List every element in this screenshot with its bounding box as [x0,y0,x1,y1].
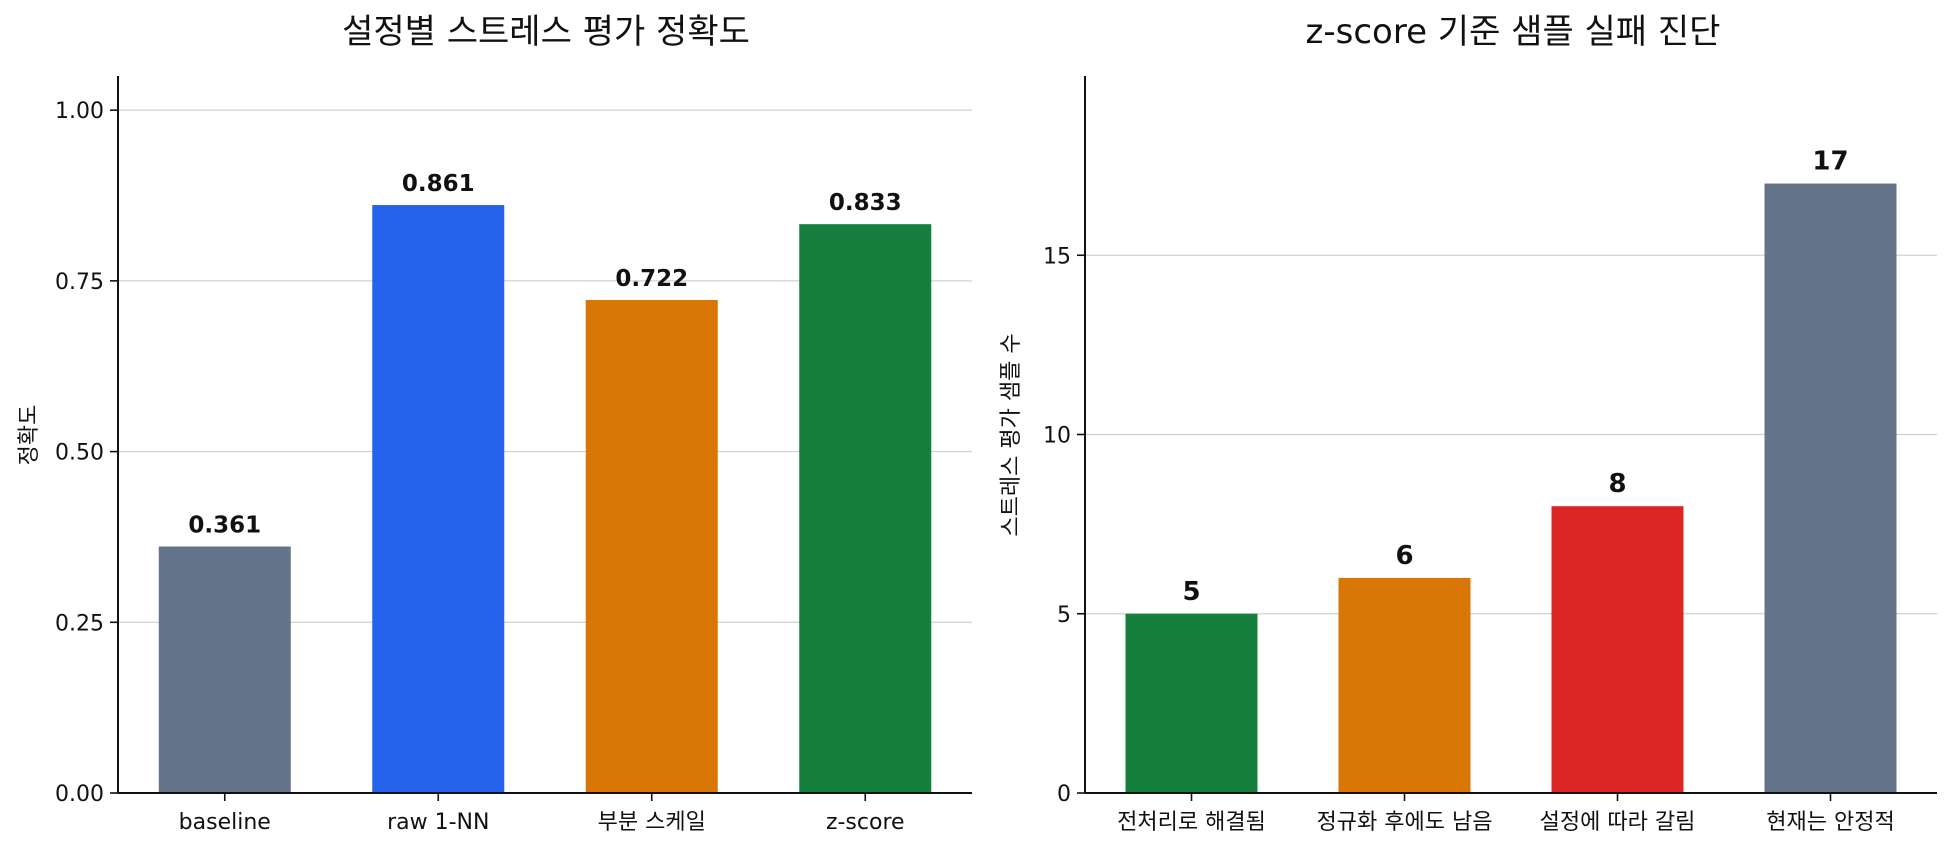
bar [585,299,718,793]
bar [1551,506,1684,793]
bar [1338,577,1471,793]
y-tick-label: 15 [1043,244,1071,269]
x-tick-label: 정규화 후에도 남음 [1317,810,1493,835]
accuracy-chart: 설정별 스트레스 평가 정확도 정확도 0.361 0.861 0.722 0.833… [17,12,972,835]
y-tick-label: 0.50 [55,441,104,466]
y-tick-label: 0.75 [55,270,104,295]
y-tick-label: 0 [1057,782,1071,807]
data-label: 8 [1608,469,1626,499]
x-tick-label: 현재는 안정적 [1766,810,1894,835]
failure-diagnosis-chart: z-score 기준 샘플 실패 진단 스트레스 평가 샘플 수 5 6 8 17 0… [999,12,1937,835]
data-label: 17 [1812,147,1848,177]
x-tick-label: 설정에 따라 갈림 [1540,810,1696,835]
x-tick-label: 전처리로 해결됨 [1117,810,1266,835]
data-label: 0.861 [402,171,475,197]
data-label: 6 [1395,541,1413,571]
bar [799,224,932,793]
y-axis-label: 스트레스 평가 샘플 수 [999,333,1024,536]
chart-title: 설정별 스트레스 평가 정확도 [342,12,750,52]
y-tick-label: 0.00 [55,782,104,807]
bar [372,205,505,793]
x-tick-label: z-score [826,810,905,835]
bar [1125,613,1258,793]
x-tick-label: raw 1-NN [387,810,489,835]
chart-title: z-score 기준 샘플 실패 진단 [1306,12,1721,52]
y-tick-label: 0.25 [55,611,104,636]
y-tick-label: 1.00 [55,99,104,124]
data-label: 0.722 [615,266,688,292]
bar [1764,183,1897,794]
data-label: 0.361 [188,512,261,538]
data-label: 0.833 [829,190,902,216]
data-label: 5 [1182,577,1200,607]
y-tick-label: 10 [1043,424,1071,449]
x-tick-label: baseline [179,810,271,835]
bar [158,546,291,793]
y-axis-label: 정확도 [17,405,42,466]
x-tick-label: 부분 스케일 [598,810,706,835]
y-tick-label: 5 [1057,603,1071,628]
